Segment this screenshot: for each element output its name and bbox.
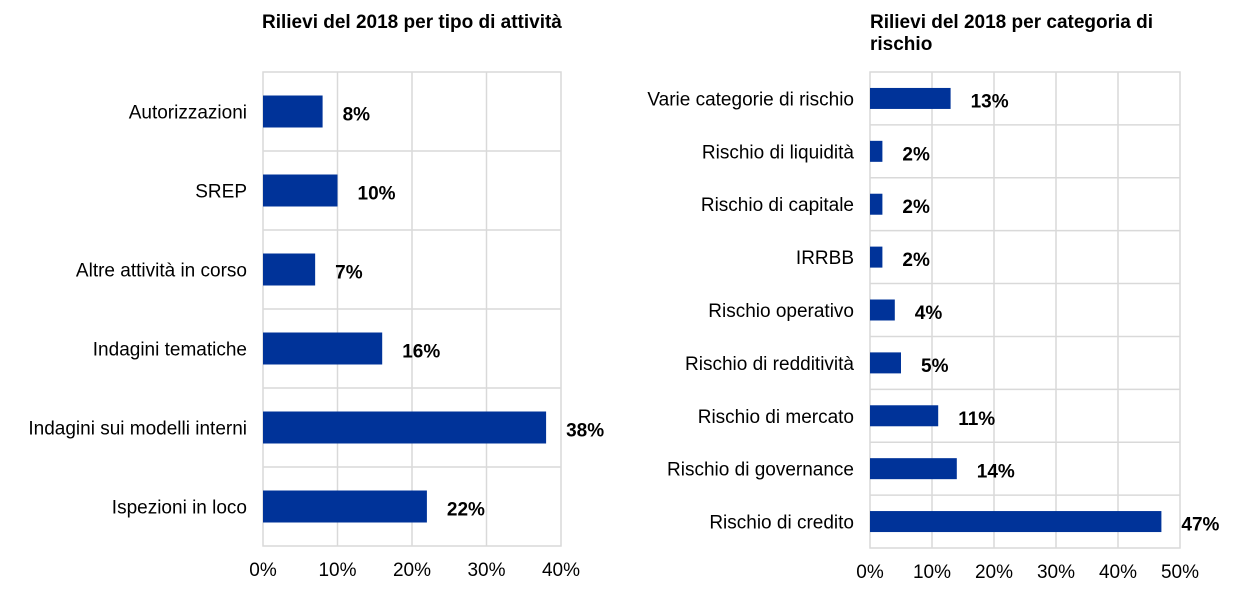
category-label: Rischio di redditività <box>685 354 854 375</box>
value-label: 22% <box>447 500 485 521</box>
chart-risk-category: 0% 10% 20% 30% 40% 50% Varie categorie di risc… <box>647 71 1220 583</box>
bar <box>263 490 427 523</box>
category-label: Rischio di governance <box>667 460 854 481</box>
x-tick-label: 0% <box>249 560 277 581</box>
category-label: Rischio operativo <box>708 301 854 322</box>
bar <box>263 95 323 128</box>
category-label: Rischio di mercato <box>698 407 854 428</box>
value-label: 7% <box>335 263 363 284</box>
value-label: 13% <box>971 91 1009 112</box>
value-label: 47% <box>1181 515 1219 536</box>
bar <box>870 246 883 268</box>
category-label: Rischio di liquidità <box>702 142 855 163</box>
x-tick-label: 0% <box>856 562 884 583</box>
x-tick-label: 10% <box>913 562 951 583</box>
chart-activity-type: 0% 10% 20% 30% 40% Autorizzazioni 8% SREP 10% Alt… <box>28 71 604 581</box>
category-label: IRRBB <box>796 248 854 269</box>
bar <box>263 332 383 365</box>
bar <box>870 405 939 427</box>
value-label: 16% <box>402 342 440 363</box>
category-label: SREP <box>195 182 247 203</box>
value-label: 38% <box>566 421 604 442</box>
value-label: 2% <box>902 197 930 218</box>
bar <box>263 174 338 207</box>
x-tick-label: 30% <box>467 560 505 581</box>
value-label: 11% <box>958 409 995 430</box>
category-label: Rischio di capitale <box>701 195 854 216</box>
chart-title-activity-type: Rilievi del 2018 per tipo di attività <box>262 12 562 33</box>
x-tick-label: 20% <box>393 560 431 581</box>
value-label: 2% <box>902 144 930 165</box>
category-label: Varie categorie di rischio <box>647 89 854 110</box>
value-label: 10% <box>358 184 396 205</box>
category-label: Autorizzazioni <box>129 103 247 124</box>
bar <box>870 458 957 480</box>
category-label: Indagini sui modelli interni <box>28 419 247 440</box>
x-tick-label: 50% <box>1161 562 1199 583</box>
value-label: 14% <box>977 462 1015 483</box>
category-label: Rischio di credito <box>709 513 854 534</box>
bar <box>870 352 901 374</box>
x-tick-label: 40% <box>1099 562 1137 583</box>
bar <box>263 411 547 444</box>
bar <box>870 87 951 109</box>
chart-title-risk-category: Rilievi del 2018 per categoria di rischi… <box>870 12 1154 55</box>
bar <box>870 299 895 321</box>
x-tick-label: 20% <box>975 562 1013 583</box>
bar <box>870 511 1162 533</box>
x-tick-label: 10% <box>318 560 356 581</box>
category-label: Ispezioni in loco <box>112 498 247 519</box>
bar <box>263 253 316 286</box>
x-tick-label: 30% <box>1037 562 1075 583</box>
value-label: 5% <box>921 356 949 377</box>
value-label: 8% <box>343 105 371 126</box>
category-label: Indagini tematiche <box>93 340 247 361</box>
bar <box>870 193 883 215</box>
x-tick-label: 40% <box>542 560 580 581</box>
value-label: 2% <box>902 250 930 271</box>
bar <box>870 140 883 162</box>
category-label: Altre attività in corso <box>76 261 247 282</box>
value-label: 4% <box>915 303 943 324</box>
